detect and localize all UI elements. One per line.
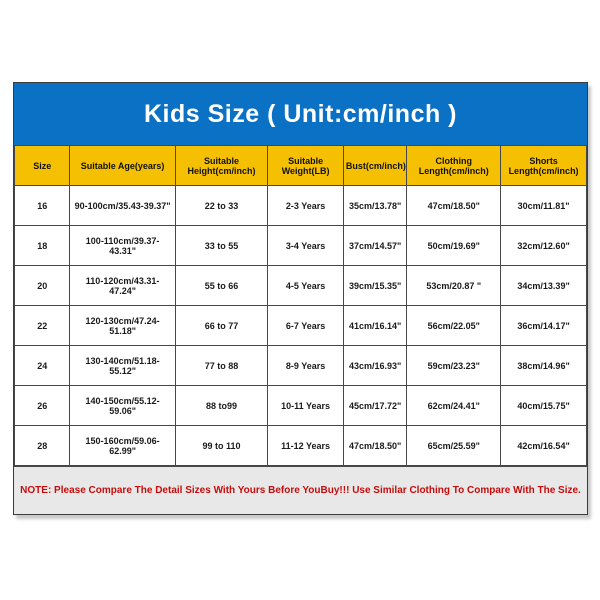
note-banner: NOTE: Please Compare The Detail Sizes Wi… xyxy=(14,466,587,514)
table-cell: 36cm/14.17" xyxy=(500,305,587,346)
table-row: 18 100-110cm/39.37-43.31" 33 to 55 3-4 Year… xyxy=(13,225,587,266)
table-cell: 42cm/16.54" xyxy=(500,425,587,466)
table-cell: 39cm/15.35" xyxy=(342,265,408,306)
table-cell: 77 to 88 xyxy=(174,345,269,386)
table-cell: 45cm/17.72" xyxy=(342,385,408,426)
table-cell: 20 xyxy=(13,265,71,306)
table-cell: 32cm/12.60" xyxy=(500,225,587,266)
table-cell: 11-12 Years xyxy=(267,425,344,466)
table-cell: 8-9 Years xyxy=(267,345,344,386)
table-cell: 56cm/22.05" xyxy=(406,305,502,346)
table-row: 16 90-100cm/35.43-39.37" 22 to 33 2-3 Years… xyxy=(13,185,587,226)
table-cell: 99 to 110 xyxy=(174,425,269,466)
table-cell: 30cm/11.81" xyxy=(500,185,587,226)
table-cell: 62cm/24.41" xyxy=(406,385,502,426)
column-header: Suitable Height(cm/inch) xyxy=(174,145,269,186)
table-cell: 88 to99 xyxy=(174,385,269,426)
table-cell: 34cm/13.39" xyxy=(500,265,587,306)
table-cell: 6-7 Years xyxy=(267,305,344,346)
table-cell: 2-3 Years xyxy=(267,185,344,226)
table-cell: 53cm/20.87 " xyxy=(406,265,502,306)
table-cell: 59cm/23.23" xyxy=(406,345,502,386)
table-cell: 35cm/13.78" xyxy=(342,185,408,226)
table-cell: 22 to 33 xyxy=(174,185,269,226)
table-cell: 130-140cm/51.18-55.12" xyxy=(69,345,176,386)
table-row: 24 130-140cm/51.18-55.12" 77 to 88 8-9 Year… xyxy=(13,345,587,386)
table-cell: 90-100cm/35.43-39.37" xyxy=(69,185,176,226)
table-cell: 16 xyxy=(13,185,71,226)
table-cell: 140-150cm/55.12-59.06" xyxy=(69,385,176,426)
table-cell: 110-120cm/43.31-47.24" xyxy=(69,265,176,306)
table-cell: 33 to 55 xyxy=(174,225,269,266)
table-cell: 38cm/14.96" xyxy=(500,345,587,386)
table-cell: 22 xyxy=(13,305,71,346)
table-row: 22 120-130cm/47.24-51.18" 66 to 77 6-7 Year… xyxy=(13,305,587,346)
column-header: Size xyxy=(13,145,71,186)
column-header: Bust(cm/inch) xyxy=(342,145,408,186)
size-chart-sheet: Kids Size ( Unit:cm/inch ) Size Suitable … xyxy=(13,82,588,515)
column-header: Shorts Length(cm/inch) xyxy=(500,145,587,186)
table-cell: 65cm/25.59" xyxy=(406,425,502,466)
table-row: 26 140-150cm/55.12-59.06" 88 to99 10-11 Yea… xyxy=(13,385,587,426)
table-cell: 43cm/16.93" xyxy=(342,345,408,386)
table-cell: 24 xyxy=(13,345,71,386)
table-cell: 50cm/19.69" xyxy=(406,225,502,266)
table-cell: 66 to 77 xyxy=(174,305,269,346)
note-text: NOTE: Please Compare The Detail Sizes Wi… xyxy=(20,485,581,496)
chart-title: Kids Size ( Unit:cm/inch ) xyxy=(143,99,458,128)
table-cell: 4-5 Years xyxy=(267,265,344,306)
table-cell: 100-110cm/39.37-43.31" xyxy=(69,225,176,266)
table-row: 20 110-120cm/43.31-47.24" 55 to 66 4-5 Year… xyxy=(13,265,587,306)
header-row: Size Suitable Age(years) Suitable Height(c… xyxy=(13,145,587,186)
table-cell: 18 xyxy=(13,225,71,266)
table-cell: 37cm/14.57" xyxy=(342,225,408,266)
table-cell: 41cm/16.14" xyxy=(342,305,408,346)
column-header: Suitable Weight(LB) xyxy=(267,145,344,186)
table-cell: 10-11 Years xyxy=(267,385,344,426)
size-table: Size Suitable Age(years) Suitable Height(c… xyxy=(13,145,587,466)
chart-title-band: Kids Size ( Unit:cm/inch ) xyxy=(14,83,587,145)
table-cell: 3-4 Years xyxy=(267,225,344,266)
table-cell: 47cm/18.50" xyxy=(406,185,502,226)
table-row: 28 150-160cm/59.06-62.99" 99 to 110 11-12 Y… xyxy=(13,425,587,466)
table-cell: 55 to 66 xyxy=(174,265,269,306)
table-cell: 150-160cm/59.06-62.99" xyxy=(69,425,176,466)
table-cell: 120-130cm/47.24-51.18" xyxy=(69,305,176,346)
table-cell: 40cm/15.75" xyxy=(500,385,587,426)
column-header: Suitable Age(years) xyxy=(69,145,176,186)
column-header: Clothing Length(cm/inch) xyxy=(406,145,502,186)
table-cell: 28 xyxy=(13,425,71,466)
table-cell: 26 xyxy=(13,385,71,426)
table-cell: 47cm/18.50" xyxy=(342,425,408,466)
